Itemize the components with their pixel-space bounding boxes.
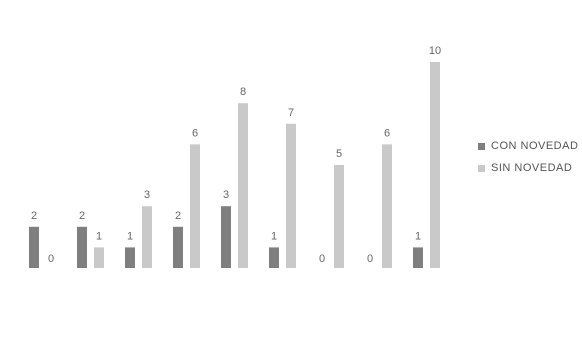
bar-con-novedad-6 [269,247,279,268]
bar-con-novedad-2 [77,226,87,268]
bar-con-novedad-3 [125,247,135,268]
data-label-con-novedad-5: 3 [223,189,229,201]
legend-item-con-novedad: CON NOVEDAD [478,138,578,154]
legend-label-con-novedad: CON NOVEDAD [491,140,579,152]
bar-con-novedad-1 [29,226,39,268]
data-label-sin-novedad-1: 0 [48,253,54,265]
data-label-con-novedad-6: 1 [271,230,277,242]
data-label-sin-novedad-3: 3 [144,189,150,201]
data-label-con-novedad-7: 0 [319,253,325,265]
bar-sin-novedad-7 [334,165,344,268]
legend-swatch-sin-novedad [478,164,485,172]
data-label-sin-novedad-7: 5 [336,148,342,160]
data-label-con-novedad-3: 1 [127,230,133,242]
data-label-sin-novedad-2: 1 [96,230,102,242]
chart-legend: CON NOVEDAD SIN NOVEDAD [478,138,578,182]
bar-sin-novedad-4 [190,144,200,268]
legend-swatch-con-novedad [478,142,485,150]
data-label-con-novedad-4: 2 [175,210,181,222]
data-label-sin-novedad-9: 10 [429,45,441,57]
bar-con-novedad-9 [413,247,423,268]
bar-sin-novedad-9 [430,62,440,268]
legend-label-sin-novedad: SIN NOVEDAD [491,162,573,174]
data-label-con-novedad-1: 2 [31,210,37,222]
data-label-con-novedad-8: 0 [367,253,373,265]
data-label-sin-novedad-4: 6 [192,127,198,139]
data-label-sin-novedad-6: 7 [288,107,294,119]
data-label-con-novedad-9: 1 [415,230,421,242]
bar-sin-novedad-2 [94,247,104,268]
bar-sin-novedad-3 [142,206,152,268]
bar-sin-novedad-6 [286,123,296,268]
bar-sin-novedad-8 [382,144,392,268]
bar-sin-novedad-5 [238,103,248,268]
data-label-con-novedad-2: 2 [79,210,85,222]
legend-item-sin-novedad: SIN NOVEDAD [478,160,578,176]
data-label-sin-novedad-5: 8 [240,86,246,98]
bar-con-novedad-5 [221,206,231,268]
data-label-sin-novedad-8: 6 [384,127,390,139]
bar-con-novedad-4 [173,226,183,268]
